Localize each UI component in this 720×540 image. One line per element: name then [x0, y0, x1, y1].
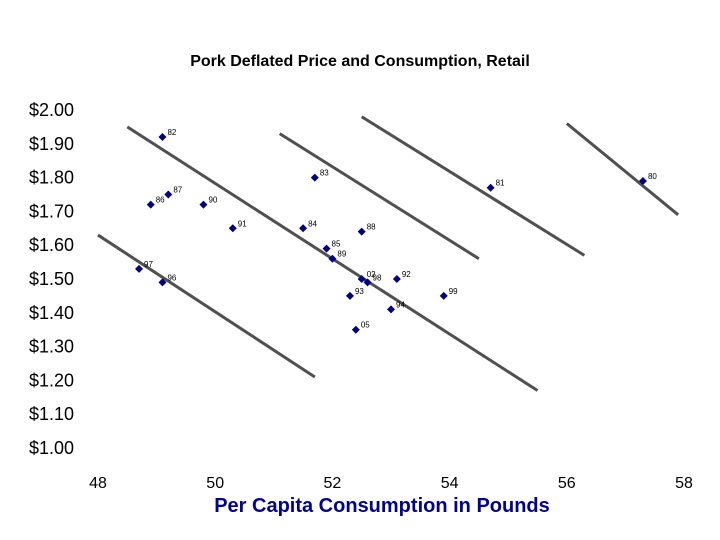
point-label: 83	[320, 169, 329, 178]
point-label: 90	[208, 196, 217, 205]
data-point	[387, 305, 395, 314]
x-tick-label: 56	[558, 475, 576, 492]
data-points	[135, 133, 647, 334]
point-label: 87	[173, 186, 182, 195]
y-tick-label: $1.80	[29, 168, 74, 188]
point-label: 84	[308, 219, 317, 228]
y-tick-label: $1.40	[29, 303, 74, 323]
chart-title: Pork Deflated Price and Consumption, Ret…	[190, 53, 530, 70]
data-point	[345, 291, 354, 300]
y-tick-label: $1.50	[29, 269, 74, 289]
data-point	[357, 227, 366, 236]
point-label: 92	[402, 270, 411, 279]
x-tick-labels: 48 50 52 54 56 58	[89, 475, 693, 492]
y-tick-label: $1.30	[29, 337, 74, 357]
trend-line	[97, 233, 316, 379]
point-label: 99	[449, 287, 458, 296]
data-point	[328, 254, 337, 263]
x-axis-label: Per Capita Consumption in Pounds	[214, 495, 550, 517]
data-point	[486, 183, 495, 192]
point-label: 94	[396, 300, 405, 309]
point-label: 82	[167, 128, 176, 137]
point-label: 02	[367, 270, 376, 279]
data-point	[357, 275, 366, 283]
y-tick-label: $1.20	[29, 370, 74, 390]
trend-line	[278, 132, 480, 260]
x-tick-label: 52	[324, 475, 342, 492]
x-tick-label: 58	[675, 475, 693, 492]
y-tick-label: $2.00	[29, 100, 74, 120]
data-point	[164, 190, 173, 199]
trend-line	[565, 122, 680, 216]
point-label: 93	[355, 287, 364, 296]
x-tick-label: 48	[89, 475, 107, 492]
point-label: 88	[367, 223, 376, 232]
point-label: 98	[373, 273, 382, 282]
data-point	[158, 278, 167, 287]
point-label: 91	[238, 219, 247, 228]
point-label: 81	[496, 179, 505, 188]
data-point	[310, 173, 319, 182]
data-point	[363, 278, 372, 287]
data-point	[158, 133, 167, 142]
y-tick-label: $1.60	[29, 235, 74, 255]
trend-line	[360, 115, 586, 257]
point-label: 85	[332, 240, 341, 249]
point-label: 05	[361, 321, 370, 330]
y-tick-label: $1.90	[29, 134, 74, 154]
data-point	[322, 244, 331, 253]
y-tick-label: $1.10	[29, 404, 74, 424]
data-point	[638, 176, 647, 185]
data-point	[392, 275, 401, 283]
data-point	[299, 224, 308, 233]
point-label: 86	[156, 196, 165, 205]
point-label: 97	[144, 260, 153, 269]
point-label: 89	[337, 250, 346, 259]
data-point	[439, 291, 448, 300]
x-tick-label: 50	[206, 475, 224, 492]
y-tick-label: $1.70	[29, 201, 74, 221]
data-point	[351, 325, 360, 334]
trend-lines	[97, 115, 680, 392]
point-label: 80	[648, 172, 657, 181]
x-tick-label: 54	[441, 475, 459, 492]
point-label: 96	[167, 273, 176, 282]
data-point	[199, 200, 208, 209]
y-tick-label: $1.00	[29, 438, 74, 458]
data-point	[228, 224, 237, 233]
data-point	[135, 264, 144, 273]
y-tick-labels: $1.00 $1.10 $1.20 $1.30 $1.40 $1.50 $1.60 $1.70…	[29, 100, 74, 458]
data-point	[146, 200, 155, 209]
